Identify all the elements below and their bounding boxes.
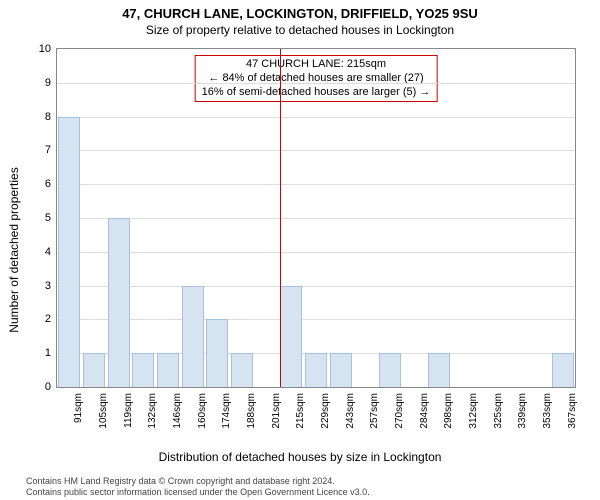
x-tick-label: 257sqm (369, 393, 380, 429)
bar (157, 353, 179, 387)
y-tick-label: 1 (45, 347, 57, 359)
x-tick-label: 201sqm (271, 393, 282, 429)
y-tick-label: 5 (45, 212, 57, 224)
bar (428, 353, 450, 387)
x-tick-label: 105sqm (98, 393, 109, 429)
y-tick-label: 6 (45, 178, 57, 190)
y-tick-label: 3 (45, 280, 57, 292)
bar (132, 353, 154, 387)
gridline (57, 286, 575, 287)
x-tick-label: 188sqm (246, 393, 257, 429)
y-tick-label: 0 (45, 381, 57, 393)
gridline (57, 319, 575, 320)
gridline (57, 150, 575, 151)
x-tick-label: 174sqm (221, 393, 232, 429)
page-title: 47, CHURCH LANE, LOCKINGTON, DRIFFIELD, … (0, 0, 600, 21)
bar (280, 286, 302, 387)
x-tick-label: 284sqm (419, 393, 430, 429)
x-axis-label: Distribution of detached houses by size … (0, 450, 600, 464)
page-subtitle: Size of property relative to detached ho… (0, 21, 600, 37)
y-tick-label: 7 (45, 144, 57, 156)
chart-plot-area: 47 CHURCH LANE: 215sqm ← 84% of detached… (56, 48, 576, 388)
x-tick-label: 132sqm (147, 393, 158, 429)
x-tick-label: 229sqm (320, 393, 331, 429)
x-tick-label: 91sqm (73, 393, 84, 423)
x-tick-label: 160sqm (197, 393, 208, 429)
bar (330, 353, 352, 387)
x-tick-label: 312sqm (468, 393, 479, 429)
x-tick-label: 119sqm (123, 393, 134, 428)
footer-line-1: Contains HM Land Registry data © Crown c… (26, 476, 600, 487)
footer-text: Contains HM Land Registry data © Crown c… (0, 476, 600, 499)
x-tick-label: 339sqm (517, 393, 528, 429)
x-tick-label: 215sqm (295, 393, 306, 429)
x-tick-label: 298sqm (443, 393, 454, 429)
bar (182, 286, 204, 387)
gridline (57, 218, 575, 219)
x-tick-label: 243sqm (345, 393, 356, 429)
bar (305, 353, 327, 387)
y-tick-label: 10 (39, 43, 57, 55)
footer-line-2: Contains public sector information licen… (26, 487, 600, 498)
bar (206, 319, 228, 387)
bar (231, 353, 253, 387)
x-tick-label: 146sqm (172, 393, 183, 429)
bar (83, 353, 105, 387)
annotation-line-1: 47 CHURCH LANE: 215sqm (202, 58, 431, 72)
x-tick-label: 270sqm (394, 393, 405, 429)
y-axis-label: Number of detached properties (7, 85, 21, 250)
bar (552, 353, 574, 387)
x-tick-label: 353sqm (542, 393, 553, 429)
gridline (57, 252, 575, 253)
chart-annotation-box: 47 CHURCH LANE: 215sqm ← 84% of detached… (195, 55, 438, 102)
marker-line (280, 49, 281, 387)
x-tick-label: 367sqm (567, 393, 578, 429)
y-tick-label: 9 (45, 77, 57, 89)
bar (108, 218, 130, 387)
y-tick-label: 8 (45, 111, 57, 123)
y-tick-label: 4 (45, 246, 57, 258)
annotation-line-3: 16% of semi-detached houses are larger (… (202, 86, 431, 100)
gridline (57, 184, 575, 185)
y-tick-label: 2 (45, 313, 57, 325)
bar (379, 353, 401, 387)
gridline (57, 83, 575, 84)
gridline (57, 117, 575, 118)
bar (58, 117, 80, 387)
x-tick-label: 325sqm (493, 393, 504, 429)
